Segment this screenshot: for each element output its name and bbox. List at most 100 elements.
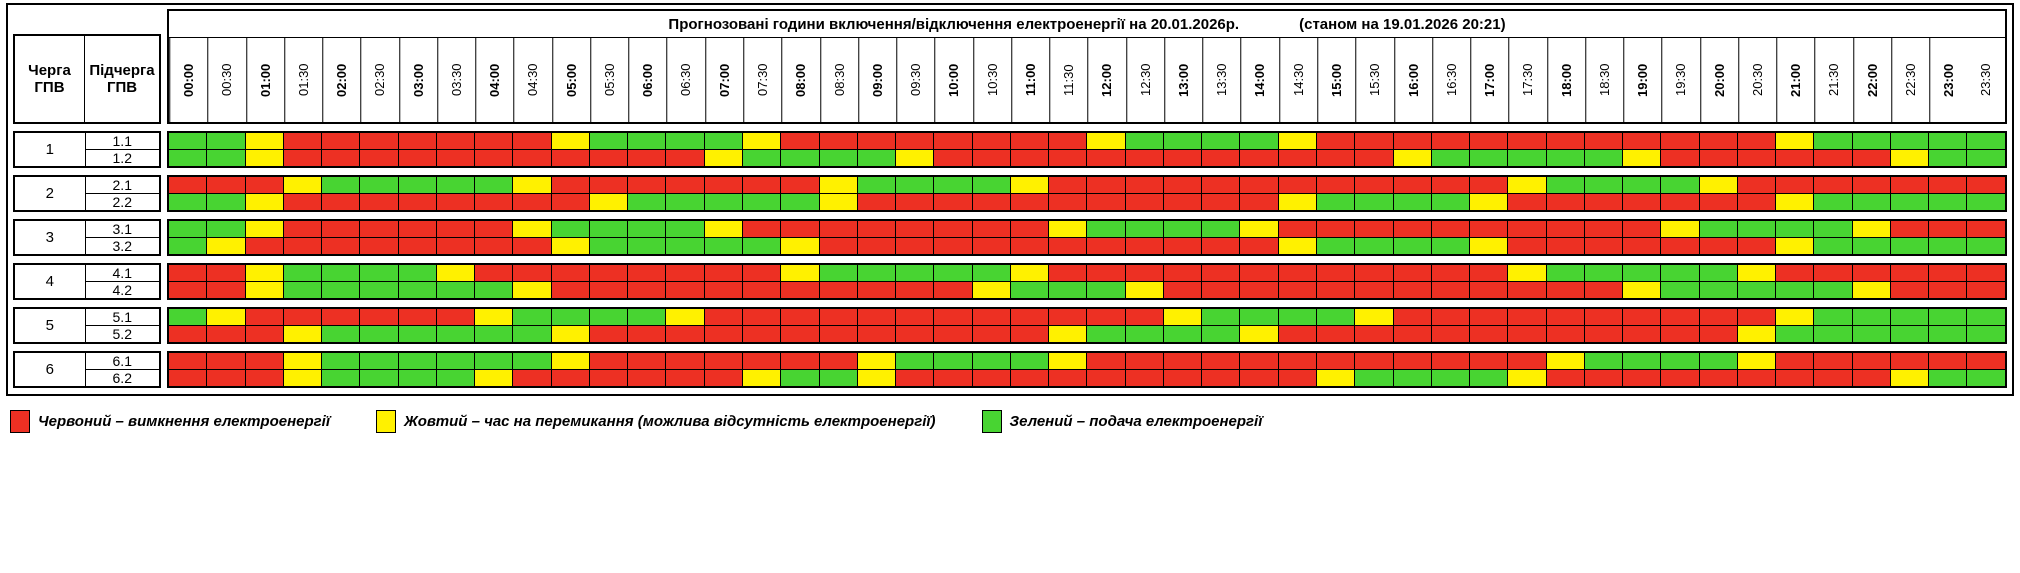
- schedule-cell: [207, 221, 246, 237]
- schedule-cell: [1546, 150, 1585, 166]
- schedule-cell: [781, 133, 820, 149]
- schedule-cell: [857, 326, 897, 342]
- schedule-cell: [704, 177, 743, 193]
- schedule-cell: [1623, 326, 1662, 342]
- schedule-cell: [628, 177, 667, 193]
- schedule-cell: [169, 238, 208, 254]
- schedule-cell: [1546, 221, 1585, 237]
- schedule-cell: [169, 265, 208, 281]
- schedule-cell: [245, 370, 284, 386]
- subqueue-labels: 3.1 3.2: [85, 221, 159, 254]
- schedule-cell: [1623, 282, 1662, 298]
- queue-block-3: 3 3.1 3.2: [13, 219, 2007, 256]
- schedule-cell: [1125, 133, 1164, 149]
- schedule-cell: [666, 353, 705, 369]
- queue-grid: [167, 175, 2007, 212]
- schedule-cell: [1278, 326, 1317, 342]
- schedule-cell: [1737, 353, 1777, 369]
- schedule-cell: [857, 177, 897, 193]
- schedule-cell: [1661, 177, 1700, 193]
- schedule-cell: [436, 265, 476, 281]
- schedule-cell: [1508, 326, 1547, 342]
- schedule-cell: [475, 221, 514, 237]
- schedule-cell: [1890, 309, 1930, 325]
- schedule-cell: [513, 150, 552, 166]
- schedule-cell: [1316, 326, 1356, 342]
- schedule-cell: [245, 194, 284, 210]
- time-label: 20:00: [1699, 38, 1738, 122]
- time-label: 12:00: [1087, 38, 1126, 122]
- schedule-cell: [1125, 150, 1164, 166]
- schedule-cell: [589, 150, 629, 166]
- schedule-cell: [169, 194, 208, 210]
- schedule-cell: [513, 265, 552, 281]
- schedule-cell: [551, 309, 590, 325]
- schedule-cell: [704, 282, 743, 298]
- legend-label: Червоний – вимкнення електроенергії: [38, 413, 330, 430]
- schedule-cell: [857, 194, 897, 210]
- subqueue-label: 1.2: [112, 150, 132, 166]
- schedule-cell: [1431, 370, 1471, 386]
- schedule-cell: [819, 326, 858, 342]
- schedule-cell: [819, 353, 858, 369]
- schedule-cell: [1967, 353, 2005, 369]
- schedule-cell: [857, 309, 897, 325]
- queue-number: 1: [15, 133, 86, 166]
- queue-grid: [167, 351, 2007, 388]
- schedule-cell: [666, 326, 705, 342]
- schedule-cell: [360, 282, 399, 298]
- schedule-cell: [1814, 194, 1853, 210]
- time-label: 07:00: [704, 38, 743, 122]
- schedule-cell: [513, 309, 552, 325]
- schedule-cell: [1546, 265, 1585, 281]
- schedule-cell: [1852, 370, 1891, 386]
- schedule-cell: [1125, 282, 1164, 298]
- schedule-cell: [322, 309, 361, 325]
- schedule-cell: [1546, 353, 1585, 369]
- schedule-cell: [1508, 282, 1547, 298]
- schedule-cell: [513, 177, 552, 193]
- schedule-cell: [398, 221, 437, 237]
- schedule-cell: [513, 282, 552, 298]
- schedule-cell: [1967, 282, 2005, 298]
- schedule-cell: [1202, 238, 1241, 254]
- schedule-cell: [628, 238, 667, 254]
- time-label: 02:00: [322, 38, 361, 122]
- schedule-row-3.1: [169, 221, 2005, 238]
- schedule-cell: [1929, 177, 1968, 193]
- schedule-cell: [1202, 194, 1241, 210]
- queue-block-2: 2 2.1 2.2: [13, 175, 2007, 212]
- schedule-cell: [1967, 326, 2005, 342]
- schedule-cell: [1929, 238, 1968, 254]
- schedule-cell: [360, 370, 399, 386]
- schedule-cell: [742, 309, 782, 325]
- schedule-cell: [1316, 282, 1356, 298]
- schedule-cell: [1929, 370, 1968, 386]
- schedule-cell: [1393, 177, 1432, 193]
- time-label: 00:30: [207, 38, 246, 122]
- schedule-cell: [1661, 238, 1700, 254]
- schedule-row-5.2: [169, 326, 2005, 342]
- schedule-cell: [1163, 133, 1203, 149]
- schedule-cell: [934, 353, 973, 369]
- schedule-cell: [1737, 150, 1777, 166]
- schedule-cell: [972, 265, 1011, 281]
- schedule-cell: [1316, 150, 1356, 166]
- schedule-cell: [1393, 133, 1432, 149]
- schedule-cell: [207, 265, 246, 281]
- schedule-cell: [857, 133, 897, 149]
- schedule-cell: [781, 177, 820, 193]
- schedule-cell: [1049, 265, 1088, 281]
- schedule-cell: [1699, 282, 1738, 298]
- schedule-cell: [704, 326, 743, 342]
- schedule-cell: [589, 353, 629, 369]
- schedule-cell: [1163, 238, 1203, 254]
- schedule-cell: [972, 221, 1011, 237]
- schedule-title-note: (станом на 19.01.2026 20:21): [1299, 15, 1506, 33]
- queue-number: 5: [15, 309, 86, 342]
- schedule-cell: [704, 194, 743, 210]
- schedule-cell: [589, 265, 629, 281]
- schedule-cell: [896, 177, 935, 193]
- schedule-cell: [934, 309, 973, 325]
- legend-item: Червоний – вимкнення електроенергії: [10, 410, 330, 433]
